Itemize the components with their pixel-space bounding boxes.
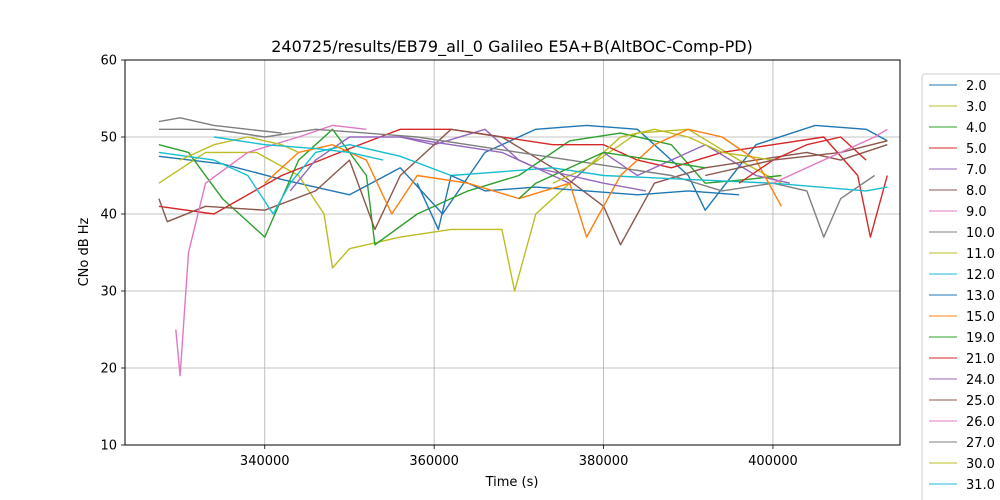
series-line-10-0	[158, 128, 875, 238]
series-line-27-0	[158, 117, 282, 134]
series-line-12-0	[158, 143, 888, 215]
series-line-19-0	[518, 151, 706, 200]
legend-entry: 25.0	[966, 394, 995, 409]
series-line-4-0	[158, 128, 782, 246]
legend-entry: 13.0	[966, 289, 995, 304]
x-tick-label: 360000	[409, 454, 459, 469]
grid	[125, 59, 900, 446]
series-line-30-0	[179, 136, 299, 161]
y-axis: 10 20 30 40 50 60	[100, 54, 125, 454]
series-line-24-0	[400, 136, 647, 192]
legend-entry: 12.0	[966, 268, 995, 283]
y-tick-label: 40	[100, 208, 117, 223]
series-line-21-0	[738, 136, 867, 184]
legend-entry: 21.0	[966, 352, 995, 367]
chart-title: 240725/results/EB79_all_0 Galileo E5A+B(…	[271, 37, 753, 57]
series-line-9-0	[175, 124, 367, 377]
y-tick-label: 30	[100, 285, 117, 300]
legend: 2.0 3.0 4.0 5.0 7.0 8.0 9.0 10.0 11.0 12.0 13.0 15.…	[921, 73, 1000, 500]
x-tick-label: 400000	[748, 454, 798, 469]
x-tick-label: 380000	[579, 454, 629, 469]
legend-entry: 27.0	[966, 436, 995, 451]
legend-entry: 19.0	[966, 331, 995, 346]
legend-entry: 4.0	[966, 121, 987, 136]
legend-entry: 8.0	[966, 184, 987, 199]
series-line-31-0	[213, 136, 384, 161]
legend-entry: 30.0	[966, 457, 995, 472]
legend-entry: 9.0	[966, 205, 987, 220]
x-axis-label: Time (s)	[485, 475, 539, 490]
legend-entry: 2.0	[966, 79, 987, 94]
legend-entry: 10.0	[966, 226, 995, 241]
y-axis-label: CNo dB Hz	[77, 217, 92, 286]
series-line-13-0	[416, 174, 740, 231]
y-tick-label: 50	[100, 131, 117, 146]
legend-entry: 15.0	[966, 310, 995, 325]
series-line-5-0	[158, 128, 888, 238]
y-tick-label: 20	[100, 362, 117, 377]
plot-frame	[124, 59, 901, 446]
plot-area	[158, 117, 888, 377]
legend-entry: 24.0	[966, 373, 995, 388]
series-line-26-0	[772, 128, 888, 184]
legend-entry: 31.0	[966, 478, 995, 493]
legend-entry: 7.0	[966, 163, 987, 178]
legend-entry: 5.0	[966, 142, 987, 157]
series-line-7-0	[289, 128, 791, 192]
legend-entry: 26.0	[966, 415, 995, 430]
series-line-3-0	[158, 128, 782, 292]
legend-entry: 3.0	[966, 100, 987, 115]
series-line-11-0	[552, 128, 774, 184]
x-axis: 340000 360000 380000 400000	[240, 445, 798, 469]
series-line-2-0	[158, 124, 888, 215]
legend-entry: 11.0	[966, 247, 995, 262]
y-tick-label: 60	[100, 54, 117, 69]
y-tick-label: 10	[100, 439, 117, 454]
x-tick-label: 340000	[240, 454, 290, 469]
series-line-25-0	[705, 140, 888, 177]
legend-box	[921, 73, 1000, 500]
